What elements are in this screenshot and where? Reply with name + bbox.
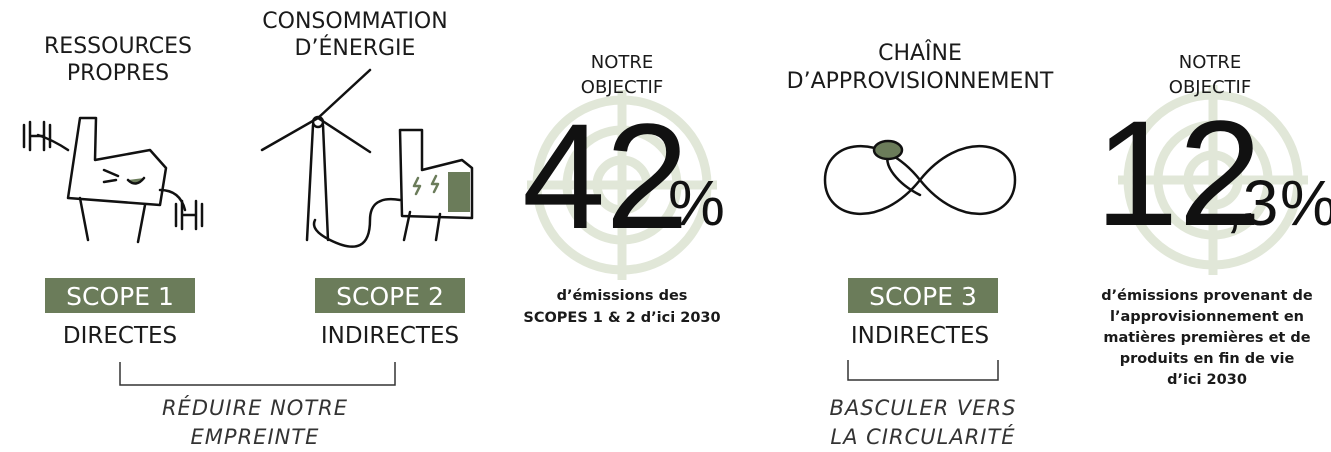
scope-label: INDIRECTES [321,323,459,349]
energy-illustration [262,70,472,247]
badge: SCOPE 1 [66,282,174,311]
objective-unit: % [668,167,725,239]
objective-unit: % [1280,167,1331,239]
heading: D’APPROVISIONNEMENT [787,69,1054,94]
heading: CONSOMMATION [262,9,447,34]
objective-description: produits en fin de vie [1120,351,1295,367]
objective-description: l’approvisionnement en [1110,309,1304,325]
objective-description: d’ici 2030 [1167,372,1247,388]
caption: BASCULER VERS [830,396,1017,420]
objective-description: d’émissions provenant de [1101,288,1313,304]
scope-label: INDIRECTES [851,323,989,349]
objective-heading: NOTRE [1179,52,1242,73]
caption: RÉDUIRE NOTRE [162,395,348,420]
caption: LA CIRCULARITÉ [830,424,1015,449]
badge: SCOPE 3 [869,282,977,311]
heading: PROPRES [67,61,169,86]
infinity-illustration [825,141,1015,214]
objective-description: matières premières et de [1103,330,1310,346]
scope-label: DIRECTES [63,323,177,349]
objective-figure-decimal: ,3 [1225,167,1278,239]
heading: CHAÎNE [878,40,962,66]
heading: RESSOURCES [44,34,192,59]
bracket [848,360,998,380]
caption: EMPREINTE [191,425,320,449]
objective-description: SCOPES 1 & 2 d’ici 2030 [523,310,720,326]
factory-illustration [24,118,202,242]
badge: SCOPE 2 [336,282,444,311]
objective-heading: NOTRE [591,52,654,73]
objective-description: d’émissions des [557,288,688,304]
bracket [120,362,395,385]
infographic: RESSOURCES PROPRES CONSOMMATION D’ÉNERGI… [0,0,1331,452]
objective-figure: 42 [522,92,689,260]
heading: D’ÉNERGIE [295,35,416,61]
